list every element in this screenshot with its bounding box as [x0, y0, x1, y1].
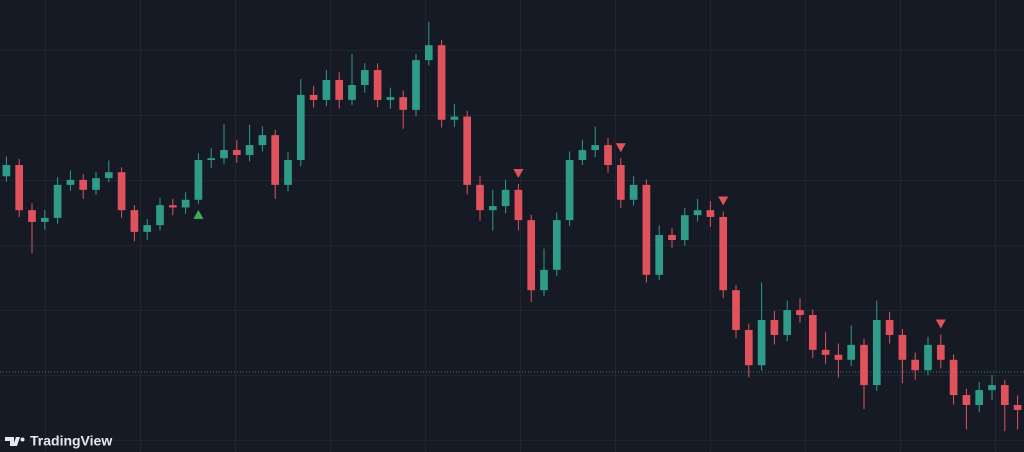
candle-body: [168, 205, 177, 208]
candle-body: [373, 70, 382, 100]
candle-body: [719, 216, 728, 291]
candle-body: [1013, 404, 1022, 410]
candle-body: [949, 359, 958, 396]
candle-body: [796, 310, 804, 316]
candle-body: [2, 164, 11, 177]
candle-body: [207, 158, 216, 161]
candle-body: [271, 135, 280, 185]
candle-body: [476, 184, 484, 211]
candle-body: [309, 94, 318, 100]
candle-body: [40, 217, 49, 222]
candle-body: [629, 184, 638, 200]
candle-body: [386, 97, 395, 100]
candle-body: [834, 354, 843, 360]
candle-body: [565, 160, 574, 221]
candle-body: [680, 215, 689, 241]
candle-body: [962, 395, 971, 405]
candle-body: [1000, 385, 1009, 405]
candle-body: [322, 80, 331, 100]
candle-body: [732, 290, 740, 330]
sell-signal: [935, 319, 946, 329]
watermark-text: TradingView: [30, 433, 112, 449]
candle-body: [437, 45, 446, 120]
candle-body: [911, 359, 920, 371]
candle-body: [847, 344, 856, 360]
candle-body: [117, 172, 126, 211]
candle-body: [642, 184, 651, 275]
sell-signal: [615, 143, 626, 153]
candle-body: [975, 390, 984, 405]
candle-body: [130, 210, 139, 232]
logo-dot: [20, 437, 25, 442]
candle-body: [540, 269, 548, 291]
candle-body: [104, 172, 113, 179]
candle-body: [668, 235, 676, 241]
candle-body: [757, 320, 766, 366]
plot: [0, 21, 1024, 432]
candle-body: [872, 320, 881, 386]
candle-body: [578, 150, 587, 161]
candle-body: [591, 145, 600, 151]
candle-body: [616, 164, 625, 200]
candle-body: [988, 385, 996, 391]
candle-body: [770, 320, 779, 335]
sell-signal: [513, 168, 524, 178]
candle-body: [399, 97, 408, 110]
candle-body: [53, 184, 62, 218]
candle-body: [232, 150, 241, 156]
candle-body: [194, 160, 203, 200]
sell-signal: [718, 196, 729, 206]
candle-body: [450, 116, 459, 120]
candle-body: [552, 220, 561, 270]
candle-body: [156, 205, 164, 226]
candle-body: [66, 179, 75, 185]
candle-body: [15, 164, 24, 211]
candle-body: [284, 160, 292, 185]
candle-body: [28, 210, 36, 222]
candle-body: [335, 80, 344, 100]
candle-body: [258, 135, 267, 146]
watermark: TradingView: [5, 433, 112, 449]
candle-body: [79, 179, 88, 190]
candle-body: [488, 206, 497, 211]
candle-body: [744, 329, 753, 366]
candle-body: [424, 45, 433, 61]
candle-body: [706, 210, 715, 217]
candle-body: [527, 220, 536, 291]
candle-body: [514, 189, 523, 221]
candle-body: [360, 70, 369, 85]
candle-body: [604, 145, 612, 165]
buy-signal: [193, 209, 204, 219]
candle-body: [924, 344, 932, 371]
candle-body: [885, 320, 894, 335]
candle-body: [898, 334, 907, 360]
candle-body: [936, 344, 945, 360]
candle-body: [181, 199, 190, 208]
candle-body: [783, 310, 792, 335]
candle-body: [412, 60, 420, 110]
candle-body: [220, 150, 228, 159]
candle-body: [143, 225, 152, 232]
candle-body: [693, 210, 702, 216]
candle-body: [245, 145, 254, 156]
candle-body: [501, 189, 510, 207]
candle-body: [296, 94, 305, 161]
candle-body: [808, 315, 817, 350]
logo-icon: [5, 437, 20, 446]
candle-body: [92, 178, 100, 190]
candle-body: [463, 116, 472, 185]
candle-body: [860, 344, 868, 386]
candle-body: [348, 84, 356, 100]
candle-body: [821, 349, 830, 355]
candle-body: [655, 235, 664, 275]
